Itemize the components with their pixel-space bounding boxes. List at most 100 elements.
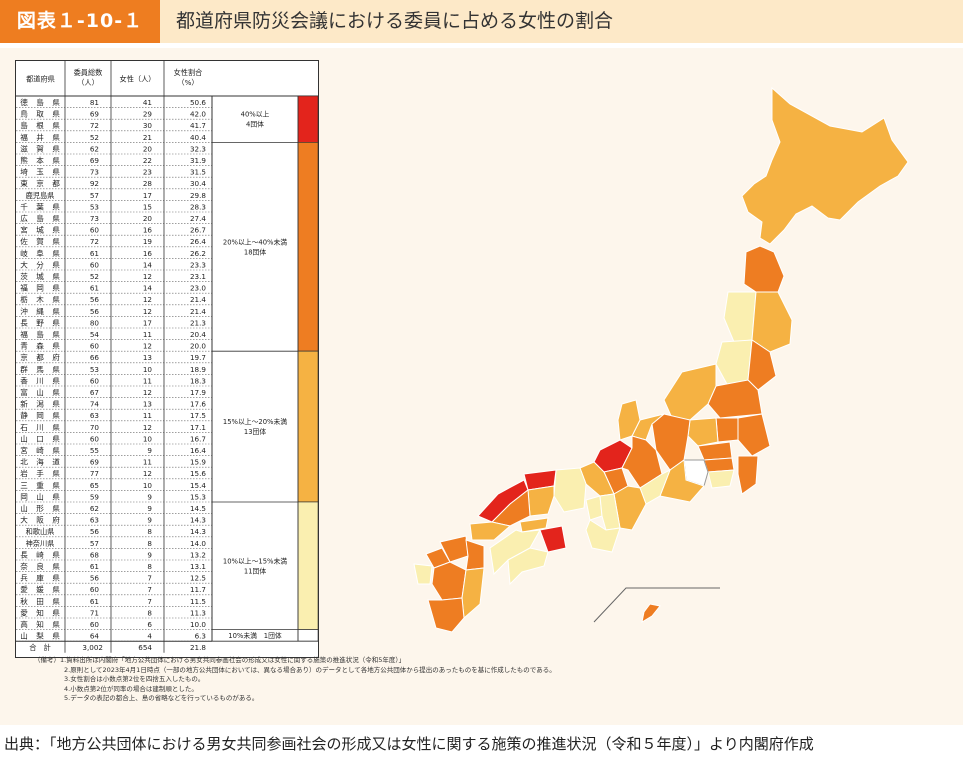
table-cell-women: 10 xyxy=(143,434,153,443)
table-cell-ratio: 26.4 xyxy=(190,237,206,246)
table-cell-prefecture: 宮 xyxy=(20,225,28,235)
table-cell-total: 70 xyxy=(90,423,100,432)
table-cell-ratio: 41.7 xyxy=(190,121,206,130)
table-cell-prefecture: 山 xyxy=(36,387,44,397)
table-cell-prefecture: 島 xyxy=(20,120,28,130)
legend-group-label: 11団体 xyxy=(244,566,266,575)
table-cell-prefecture: 県 xyxy=(52,202,60,211)
table-cell-women: 11 xyxy=(143,376,152,385)
legend-color-swatch xyxy=(297,350,319,503)
table-cell-prefecture: 井 xyxy=(36,132,44,142)
table-cell-prefecture: 福 xyxy=(20,133,28,142)
table-cell-prefecture: 新 xyxy=(20,399,28,409)
map-hyogo xyxy=(553,467,587,513)
table-cell-prefecture: 潟 xyxy=(36,399,44,409)
table-cell-total: 81 xyxy=(90,98,99,107)
table-cell-ratio: 11.7 xyxy=(190,585,206,594)
table-cell-total: 59 xyxy=(90,492,100,501)
table-total-label: 合 計 xyxy=(29,643,51,652)
table-cell-total: 61 xyxy=(90,597,99,606)
table-cell-women: 11 xyxy=(143,458,152,467)
table-cell-prefecture: 賀 xyxy=(36,143,44,153)
table-cell-prefecture: 県 xyxy=(52,585,60,594)
table-cell-women: 8 xyxy=(147,562,152,571)
map-kagoshima xyxy=(427,597,465,633)
table-cell-prefecture: 県 xyxy=(52,481,60,490)
table-cell-women: 10 xyxy=(143,481,153,490)
table-cell-prefecture: 県 xyxy=(52,504,60,513)
table-cell-ratio: 15.6 xyxy=(190,469,206,478)
table-cell-women: 19 xyxy=(143,237,153,246)
table-cell-women: 20 xyxy=(143,144,153,153)
table-cell-prefecture: 形 xyxy=(36,504,44,513)
table-cell-prefecture: 阪 xyxy=(36,516,44,525)
table-cell-prefecture: 都 xyxy=(36,353,44,362)
table-cell-women: 16 xyxy=(143,249,153,258)
table-cell-women: 21 xyxy=(143,133,152,142)
table-cell-prefecture: 千 xyxy=(20,201,28,211)
table-cell-prefecture: 山 xyxy=(20,631,28,641)
table-header xyxy=(16,61,212,96)
table-cell-women: 6 xyxy=(147,620,152,629)
table-cell-ratio: 30.4 xyxy=(190,179,206,188)
okinawa-inset-frame xyxy=(593,587,720,623)
table-cell-women: 7 xyxy=(147,597,152,606)
table-cell-prefecture: 海 xyxy=(36,457,44,467)
table-cell-total: 55 xyxy=(90,446,99,455)
table-cell-ratio: 17.5 xyxy=(190,411,206,420)
table-cell-ratio: 26.2 xyxy=(190,249,206,258)
table-cell-prefecture: 馬 xyxy=(36,365,44,374)
table-cell-prefecture: 栃 xyxy=(20,294,28,304)
map-aomori xyxy=(743,245,785,293)
table-cell-prefecture: 県 xyxy=(52,260,60,269)
table-cell-total: 53 xyxy=(90,202,99,211)
table-cell-prefecture: 県 xyxy=(52,423,60,432)
table-cell-prefecture: 長 xyxy=(20,550,28,559)
table-cell-prefecture: 県 xyxy=(52,272,60,281)
table-cell-total: 71 xyxy=(90,608,99,617)
table-cell-prefecture: 三 xyxy=(20,481,28,490)
table-cell-total: 72 xyxy=(90,237,99,246)
table-cell-total: 69 xyxy=(90,110,100,119)
table-cell-total: 74 xyxy=(90,400,100,409)
table-cell-prefecture: 森 xyxy=(36,341,44,351)
table-cell-total: 52 xyxy=(90,133,99,142)
table-cell-total: 73 xyxy=(90,168,99,177)
table-cell-ratio: 14.5 xyxy=(190,504,206,513)
table-cell-prefecture: 県 xyxy=(52,388,60,397)
table-cell-women: 13 xyxy=(143,400,152,409)
table-cell-prefecture: 野 xyxy=(36,318,44,327)
table-header-label: 女性（人） xyxy=(120,75,156,84)
table-cell-prefecture: 島 xyxy=(36,213,44,223)
table-cell-women: 12 xyxy=(143,272,152,281)
table-cell-prefecture: 高 xyxy=(20,619,28,629)
map-miyazaki xyxy=(461,567,485,620)
table-cell-women: 7 xyxy=(147,574,152,583)
table-cell-prefecture: 県 xyxy=(52,492,60,501)
table-cell-total: 64 xyxy=(90,632,100,641)
table-cell-ratio: 18.3 xyxy=(190,376,206,385)
table-cell-prefecture: 県 xyxy=(52,574,60,583)
legend-color-swatch xyxy=(297,629,319,642)
note-line: 2.原則として2023年4月1日時点（一部の地方公共団体においては、異なる場合あ… xyxy=(64,665,556,674)
table-cell-prefecture: 賀 xyxy=(36,236,44,246)
table-cell-prefecture: 県 xyxy=(52,307,60,316)
map-yamagata xyxy=(715,339,753,387)
table-cell-prefecture: 庫 xyxy=(36,573,44,583)
note-line: 3.女性割合は小数点第2位を四捨五入したもの。 xyxy=(64,675,205,684)
table-cell-women: 9 xyxy=(147,550,152,559)
table-cell-prefecture: 神奈川県 xyxy=(26,539,55,548)
table-cell-prefecture: 福 xyxy=(20,284,28,293)
note-line: 5.データの表記の都合上、島の省略などを行っているものがある。 xyxy=(64,694,259,703)
table-cell-prefecture: 広 xyxy=(20,213,28,223)
table-cell-prefecture: 媛 xyxy=(36,584,44,594)
table-cell-women: 16 xyxy=(143,226,153,235)
table-cell-total: 69 xyxy=(90,156,100,165)
table-cell-total: 61 xyxy=(90,562,99,571)
table-cell-ratio: 14.3 xyxy=(190,516,206,525)
note-line: （備考）1.資料出所は内閣府「地方公共団体における男女共同参画社会の形成又は女性… xyxy=(34,656,406,664)
table-cell-prefecture: 木 xyxy=(36,294,44,304)
table-cell-ratio: 6.3 xyxy=(195,632,206,641)
table-cell-prefecture: 県 xyxy=(52,318,60,327)
table-cell-total: 52 xyxy=(90,272,99,281)
